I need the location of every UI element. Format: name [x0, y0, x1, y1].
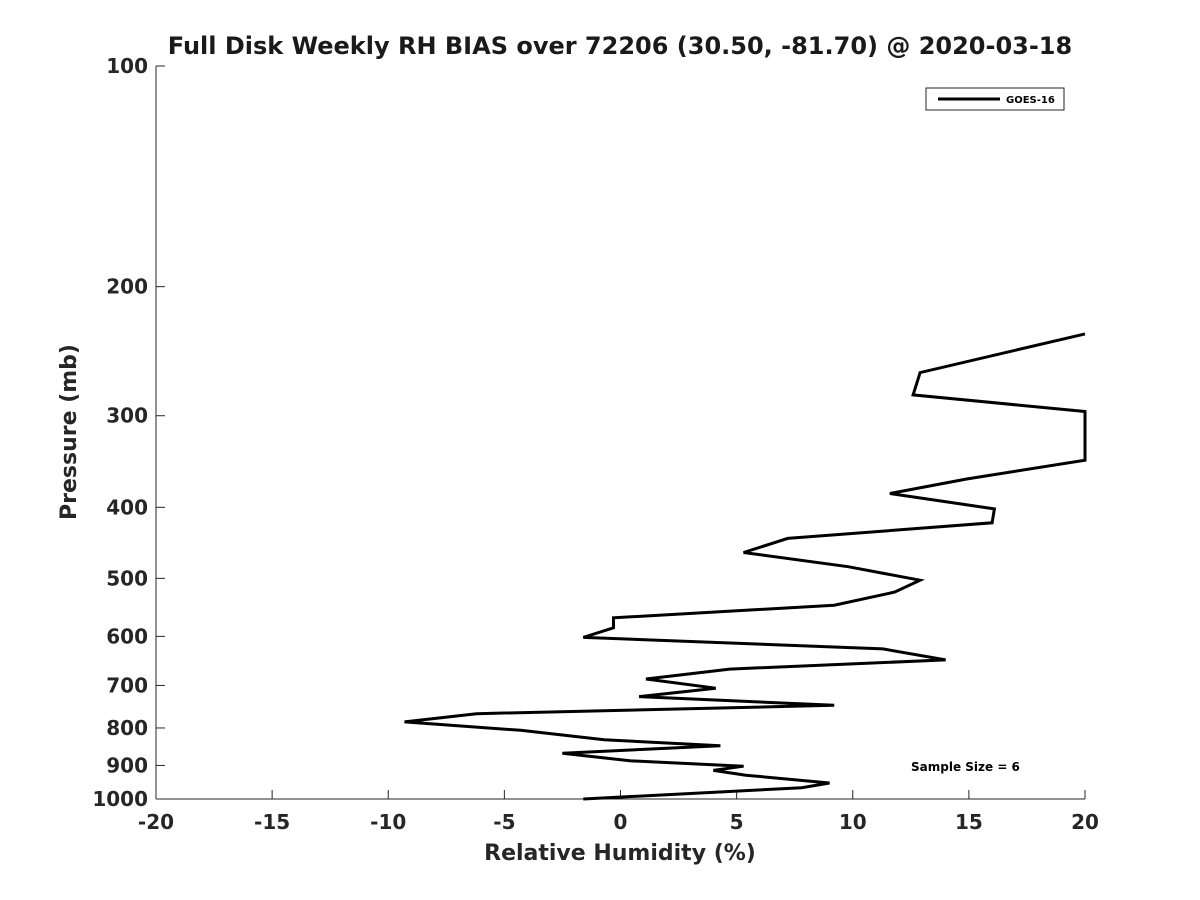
legend: GOES-16: [925, 87, 1065, 111]
y-tick-label: 300: [106, 404, 148, 428]
x-tick-label: 5: [730, 810, 744, 834]
y-tick-label: 600: [106, 624, 148, 648]
y-tick-label: 500: [106, 566, 148, 590]
y-tick-label: 1000: [92, 787, 148, 811]
series-line-goes-16: [404, 332, 1087, 801]
sample-size-annotation: Sample Size = 6: [911, 760, 1020, 774]
x-ticks: -20 -15 -10 -5 0 5 10 15 20: [138, 790, 1099, 834]
y-tick-label: 100: [106, 54, 148, 78]
x-tick-label: 15: [955, 810, 983, 834]
x-tick-label: -15: [254, 810, 290, 834]
y-tick-label: 700: [106, 673, 148, 697]
legend-label: GOES-16: [1006, 95, 1055, 106]
x-tick-label: -5: [493, 810, 515, 834]
x-tick-label: 20: [1071, 810, 1099, 834]
y-tick-label: 400: [106, 495, 148, 519]
y-tick-label: 900: [106, 753, 148, 777]
x-axis-label: Relative Humidity (%): [484, 841, 756, 866]
x-tick-label: 10: [839, 810, 867, 834]
series-group: [404, 332, 1087, 801]
y-ticks: 100 200 300 400 500 600 700 800 900 1000: [92, 54, 165, 811]
x-tick-label: 0: [614, 810, 628, 834]
x-tick-label: -10: [370, 810, 406, 834]
x-tick-label: -20: [138, 810, 174, 834]
y-tick-label: 800: [106, 716, 148, 740]
axes: [155, 66, 1085, 800]
y-tick-label: 200: [106, 275, 148, 299]
y-axis-label: Pressure (mb): [57, 344, 82, 520]
chart-title: Full Disk Weekly RH BIAS over 72206 (30.…: [168, 32, 1072, 60]
